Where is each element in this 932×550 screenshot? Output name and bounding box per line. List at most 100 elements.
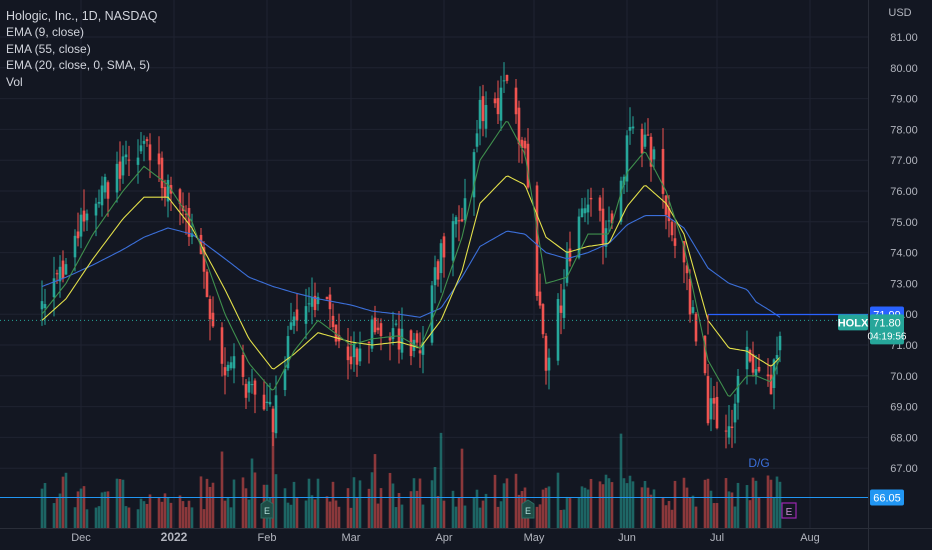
- candle-body: [625, 135, 629, 182]
- candle-body: [103, 176, 107, 193]
- candle-body: [76, 231, 80, 239]
- volume-bar: [349, 507, 353, 528]
- volume-bar: [253, 472, 257, 528]
- candle-body: [499, 87, 503, 121]
- candle-body: [265, 401, 269, 404]
- candle-body: [307, 303, 311, 305]
- candle-body: [331, 315, 335, 328]
- volume-bar: [418, 478, 422, 528]
- volume-bar: [568, 497, 572, 528]
- volume-bar: [160, 501, 164, 528]
- price-tick-label: 77.00: [890, 155, 918, 167]
- volume-bar: [79, 488, 83, 528]
- candle-body: [349, 356, 353, 365]
- volume-bar: [610, 482, 614, 528]
- candle-body: [457, 220, 461, 222]
- volume-bar: [496, 506, 500, 528]
- time-axis[interactable]: Dec 2022 Feb Mar Apr May Jun Jul Aug: [71, 530, 820, 544]
- candle-body: [106, 182, 110, 199]
- indicator-ema9[interactable]: EMA (9, close): [6, 25, 85, 40]
- volume-bar: [100, 492, 104, 528]
- volume-bar: [727, 491, 731, 528]
- volume-bar: [724, 478, 728, 528]
- volume-bar: [310, 495, 314, 528]
- volume-bar: [97, 506, 101, 528]
- volume-bar: [481, 500, 485, 528]
- candle-body: [724, 430, 728, 432]
- volume-bar: [451, 490, 455, 528]
- volume-bar: [604, 474, 608, 528]
- volume-bar: [664, 505, 668, 528]
- candlestick-series: [40, 62, 782, 449]
- candle-body: [691, 307, 695, 313]
- volume-bar: [733, 506, 737, 528]
- indicator-ema20[interactable]: EMA (20, close, 0, SMA, 5): [6, 58, 151, 73]
- price-tick-label: 80.00: [890, 63, 918, 75]
- volume-bar: [736, 482, 740, 528]
- price-tick-label: 81.00: [890, 32, 918, 44]
- candle-body: [283, 368, 287, 391]
- volume-bar: [415, 490, 419, 528]
- candle-body: [496, 98, 500, 115]
- volume-bar: [136, 509, 140, 528]
- candle-body: [757, 366, 761, 372]
- event-markers[interactable]: E E E D/G: [260, 456, 797, 519]
- price-axis[interactable]: USD 81.00 80.00 79.00 78.00 77.00 76.00 75.00 74…: [838, 7, 918, 506]
- volume-bar: [190, 507, 194, 528]
- volume-bar: [682, 477, 686, 528]
- volume-bar: [715, 503, 719, 528]
- candle-body: [394, 323, 398, 325]
- indicator-volume[interactable]: Vol: [6, 74, 23, 89]
- volume-bar: [82, 486, 86, 528]
- support-price-badge-text: 66.05: [873, 492, 901, 504]
- candle-body: [376, 327, 380, 331]
- volume-bar: [499, 501, 503, 528]
- volume-bar: [307, 478, 311, 528]
- volume-bar: [358, 480, 362, 528]
- indicator-ema55[interactable]: EMA (55, close): [6, 41, 91, 56]
- candle-body: [334, 324, 338, 342]
- candle-body: [589, 197, 593, 200]
- earnings-marker: [260, 499, 274, 519]
- candle-body: [751, 354, 755, 373]
- candle-body: [628, 127, 632, 131]
- candle-body: [310, 297, 314, 307]
- candle-body: [667, 208, 671, 222]
- volume-bar: [94, 507, 98, 528]
- price-tick-label: 76.00: [890, 186, 918, 198]
- candle-body: [64, 264, 68, 275]
- candle-body: [619, 180, 623, 222]
- time-tick-label: May: [524, 532, 545, 544]
- candle-body: [664, 195, 668, 215]
- volume-bar: [337, 506, 341, 528]
- candle-body: [58, 266, 62, 282]
- volume-bar: [454, 506, 458, 528]
- time-tick-label: 2022: [161, 530, 188, 544]
- volume-bar: [115, 478, 119, 528]
- candle-body: [373, 317, 377, 333]
- volume-bar: [421, 504, 425, 528]
- volume-bar: [244, 488, 248, 528]
- symbol-title[interactable]: Hologic, Inc., 1D, NASDAQ: [6, 9, 158, 23]
- volume-bar: [625, 483, 629, 528]
- ticker-badge-text: HOLX: [838, 317, 869, 329]
- candle-body: [190, 233, 194, 237]
- candle-body: [397, 328, 401, 350]
- volume-bar: [379, 488, 383, 528]
- volume-bar: [367, 488, 371, 528]
- candle-body: [547, 357, 551, 371]
- volume-bar: [457, 497, 461, 528]
- volume-bar: [121, 479, 125, 528]
- volume-bar: [391, 483, 395, 528]
- volume-bar: [505, 478, 509, 528]
- volume-bar: [370, 472, 374, 528]
- volume-bar: [139, 498, 143, 528]
- candle-body: [388, 336, 392, 341]
- candle-body: [577, 216, 581, 258]
- candle-body: [55, 273, 59, 275]
- candle-body: [223, 367, 227, 376]
- earnings-marker-label: E: [525, 506, 531, 516]
- volume-bar: [661, 497, 665, 528]
